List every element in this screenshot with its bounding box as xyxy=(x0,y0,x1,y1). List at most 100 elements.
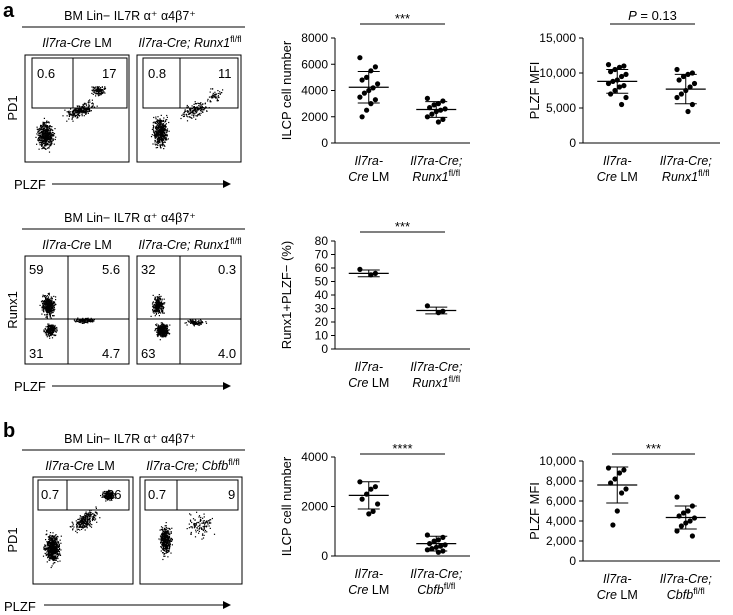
event-dot xyxy=(160,136,163,138)
event-dot xyxy=(163,530,165,533)
event-dot xyxy=(85,519,87,521)
event-dot xyxy=(168,531,170,533)
event-dot xyxy=(168,332,170,334)
event-dot xyxy=(57,549,59,551)
event-dot xyxy=(160,331,162,334)
event-dot xyxy=(164,543,166,545)
event-dot xyxy=(155,130,157,132)
event-dot xyxy=(49,145,51,147)
event-dot xyxy=(66,120,68,122)
event-dot xyxy=(76,111,78,113)
event-dot xyxy=(48,329,50,331)
event-dot xyxy=(87,524,89,526)
event-dot xyxy=(48,545,50,547)
event-dot xyxy=(167,532,169,534)
event-dot xyxy=(107,491,109,493)
event-dot xyxy=(82,524,84,526)
event-dot xyxy=(159,132,161,134)
event-dot xyxy=(165,550,167,553)
event-dot xyxy=(69,526,71,528)
event-dot xyxy=(51,302,53,304)
event-dot xyxy=(51,324,53,326)
event-dot xyxy=(89,109,91,111)
event-dot xyxy=(108,494,110,496)
event-dot xyxy=(39,137,41,139)
event-dot xyxy=(54,562,56,564)
event-dot xyxy=(45,316,47,318)
event-dot xyxy=(85,105,88,107)
event-dot xyxy=(51,137,53,139)
event-dot xyxy=(84,525,86,527)
event-dot xyxy=(49,543,51,545)
event-dot xyxy=(198,104,200,107)
event-dot xyxy=(47,303,49,305)
event-dot xyxy=(47,549,49,551)
event-dot xyxy=(160,546,162,548)
event-dot xyxy=(81,112,83,114)
event-dot xyxy=(209,91,211,93)
event-dot xyxy=(188,523,190,525)
event-dot xyxy=(46,143,48,145)
event-dot xyxy=(99,87,102,89)
event-dot xyxy=(39,135,41,137)
event-dot xyxy=(84,111,86,113)
event-dot xyxy=(76,526,78,528)
event-dot xyxy=(160,327,162,329)
category-label: Il7ra-Cre; xyxy=(410,567,463,581)
event-dot xyxy=(52,132,55,134)
event-dot xyxy=(55,299,57,301)
event-dot xyxy=(45,128,47,130)
event-dot xyxy=(51,135,53,137)
event-dot xyxy=(169,540,172,542)
event-dot xyxy=(163,534,165,537)
event-dot xyxy=(46,330,48,332)
event-dot xyxy=(44,135,47,138)
event-dot xyxy=(161,544,163,546)
event-dot xyxy=(95,512,97,514)
event-dot xyxy=(163,306,165,309)
event-dot xyxy=(154,296,156,298)
event-dot xyxy=(191,112,193,114)
data-point xyxy=(621,467,627,473)
event-dot xyxy=(79,529,81,531)
event-dot xyxy=(104,86,106,88)
event-dot xyxy=(165,534,167,537)
event-dot xyxy=(198,516,200,518)
event-dot xyxy=(88,108,90,111)
event-dot xyxy=(158,298,160,300)
event-dot xyxy=(89,110,91,112)
event-dot xyxy=(168,537,170,539)
event-dot xyxy=(44,143,46,145)
event-dot xyxy=(81,518,83,520)
event-dot xyxy=(51,325,53,327)
event-dot xyxy=(165,324,168,326)
event-dot xyxy=(165,120,167,122)
event-dot xyxy=(82,104,85,106)
event-dot xyxy=(162,307,164,309)
event-dot xyxy=(43,136,46,138)
event-dot xyxy=(160,330,162,332)
event-dot xyxy=(41,127,43,129)
flow-x-axis-label: PLZF xyxy=(4,599,36,614)
data-point xyxy=(619,101,625,108)
event-dot xyxy=(109,496,111,498)
event-dot xyxy=(41,130,43,132)
event-dot xyxy=(156,146,159,149)
event-dot xyxy=(52,305,55,307)
event-dot xyxy=(166,119,168,121)
event-dot xyxy=(156,334,158,336)
event-dot xyxy=(52,539,54,541)
event-dot xyxy=(45,330,47,332)
event-dot xyxy=(195,118,197,120)
y-tick-label: 2000 xyxy=(301,500,328,514)
event-dot xyxy=(166,134,168,136)
event-dot xyxy=(102,90,104,92)
event-dot xyxy=(162,326,164,328)
event-dot xyxy=(79,524,81,526)
event-dot xyxy=(54,331,56,333)
event-dot xyxy=(78,105,80,107)
event-dot xyxy=(89,525,91,527)
event-dot xyxy=(48,126,51,128)
event-dot xyxy=(57,541,59,543)
event-dot xyxy=(158,136,160,138)
